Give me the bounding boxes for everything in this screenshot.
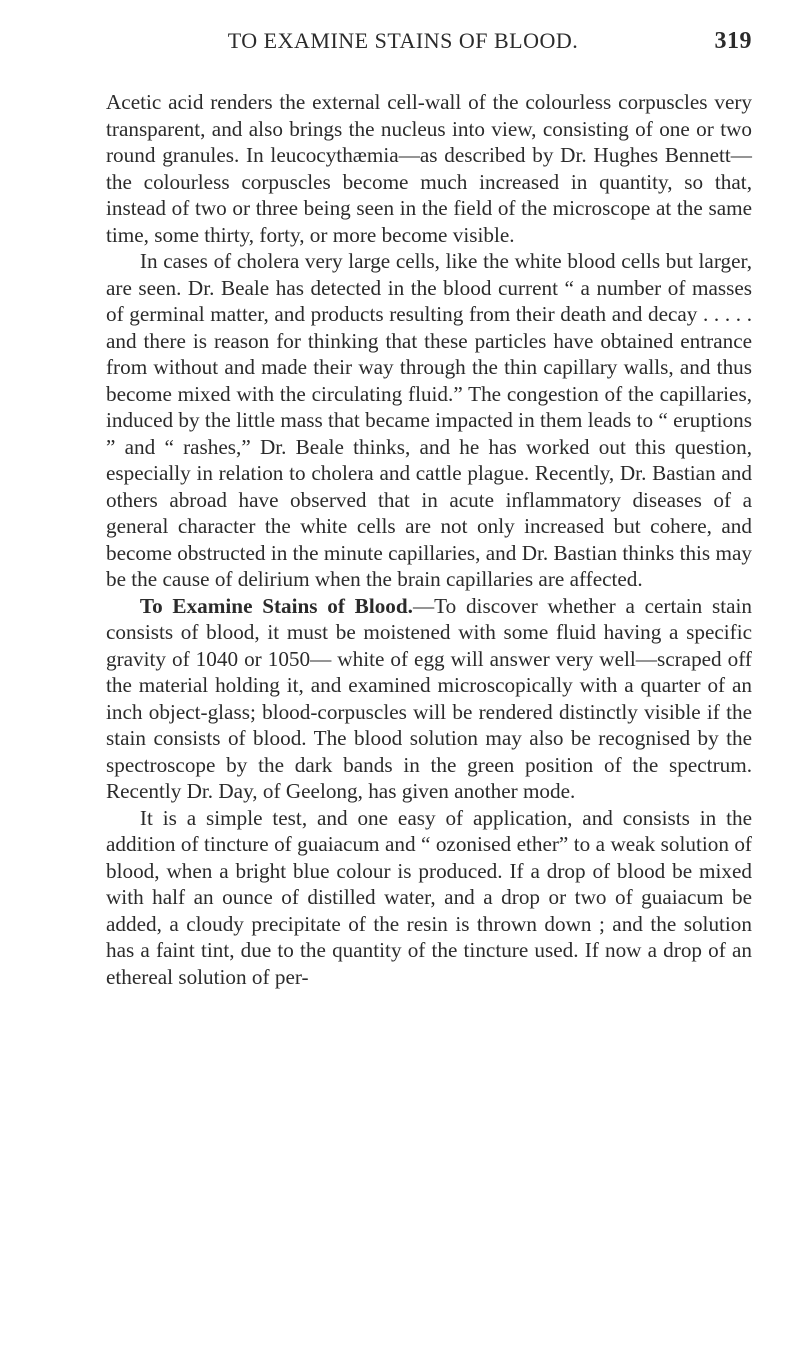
page-container: TO EXAMINE STAINS OF BLOOD. 319 Acetic a…: [106, 28, 752, 990]
page-number: 319: [700, 28, 752, 55]
body-text: Acetic acid renders the external cell-wa…: [106, 89, 752, 990]
paragraph-2: In cases of cholera very large cells, li…: [106, 248, 752, 593]
paragraph-1: Acetic acid renders the external cell-wa…: [106, 89, 752, 248]
header-title: TO EXAMINE STAINS OF BLOOD.: [106, 28, 700, 54]
paragraph-3-body: —To discover whether a certain stain con…: [106, 594, 752, 804]
running-header: TO EXAMINE STAINS OF BLOOD. 319: [106, 28, 752, 55]
paragraph-4: It is a simple test, and one easy of app…: [106, 805, 752, 991]
section-heading: To Examine Stains of Blood.: [140, 594, 413, 618]
paragraph-3: To Examine Stains of Blood.—To discover …: [106, 593, 752, 805]
